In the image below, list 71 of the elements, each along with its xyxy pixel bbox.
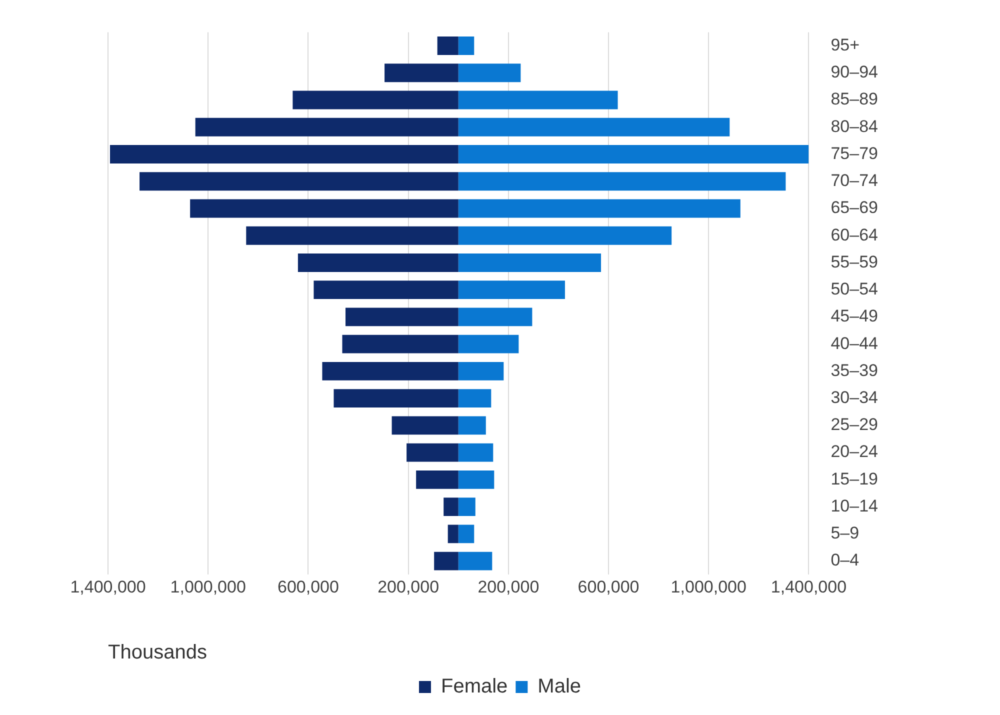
bar: [458, 362, 504, 380]
bar: [392, 416, 458, 435]
legend-label: Female: [440, 676, 508, 698]
bar: [458, 90, 618, 110]
bar: [246, 226, 458, 245]
bar: [345, 308, 458, 326]
y-tick-label: 65–69: [830, 198, 878, 218]
y-tick-label: 15–19: [830, 469, 878, 488]
y-tick-label: 35–39: [830, 360, 878, 380]
x-axis-title: Thousands: [108, 642, 207, 664]
bar: [458, 36, 474, 55]
bar: [314, 280, 458, 300]
bar: [416, 470, 458, 489]
bar: [458, 524, 474, 544]
bar: [458, 64, 521, 82]
bar: [448, 524, 458, 544]
bar: [195, 118, 458, 136]
bar: [437, 36, 458, 55]
x-tick-label: 200,000: [478, 577, 540, 596]
y-tick-label: 45–49: [830, 306, 878, 326]
y-tick-label: 5–9: [830, 524, 860, 543]
x-tick-label: 1,000,000: [170, 577, 246, 596]
y-tick-label: 10–14: [830, 496, 878, 516]
y-tick-label: 75–79: [830, 144, 878, 163]
x-tick-label: 1,400,000: [70, 577, 146, 596]
bar: [342, 334, 458, 354]
bar: [458, 416, 486, 435]
bar: [458, 498, 476, 516]
y-tick-label: 30–34: [830, 388, 878, 408]
y-tick-label: 55–59: [830, 252, 878, 272]
y-tick-label: 85–89: [830, 90, 878, 109]
x-tick-label: 1,000,000: [670, 577, 746, 596]
bar: [458, 226, 672, 245]
legend-label: Male: [538, 676, 582, 698]
bar: [298, 254, 458, 272]
y-tick-label: 90–94: [830, 62, 878, 82]
bar: [190, 199, 458, 218]
bar: [384, 64, 458, 82]
bar: [458, 552, 492, 570]
bar: [458, 389, 492, 408]
y-tick-label: 60–64: [830, 225, 878, 244]
x-tick-label: 200,000: [378, 577, 440, 596]
bar: [458, 308, 532, 326]
bar: [322, 362, 458, 380]
bar: [292, 90, 458, 110]
bar: [458, 470, 494, 489]
bar: [458, 443, 494, 462]
y-tick-label: 95+: [830, 35, 860, 54]
y-tick-label: 20–24: [830, 442, 878, 462]
y-tick-label: 80–84: [830, 116, 878, 136]
bar: [434, 552, 458, 570]
y-tick-label: 25–29: [830, 415, 878, 434]
bar: [406, 443, 458, 462]
bar: [458, 172, 786, 191]
x-tick-label: 600,000: [578, 577, 640, 596]
bar: [458, 280, 565, 300]
y-tick-label: 40–44: [830, 334, 878, 353]
y-tick-label: 70–74: [830, 171, 878, 190]
x-tick-label: 1,400,000: [770, 577, 847, 596]
bar: [444, 498, 458, 516]
bar: [458, 254, 602, 272]
bar: [140, 172, 458, 191]
y-tick-label: 0–4: [830, 550, 860, 570]
bar: [458, 334, 519, 354]
bar: [334, 389, 458, 408]
x-tick-label: 600,000: [277, 577, 339, 596]
bar: [458, 118, 730, 136]
bar: [458, 199, 740, 218]
bar: [110, 145, 458, 164]
y-tick-label: 50–54: [830, 280, 878, 299]
bar: [458, 145, 809, 164]
